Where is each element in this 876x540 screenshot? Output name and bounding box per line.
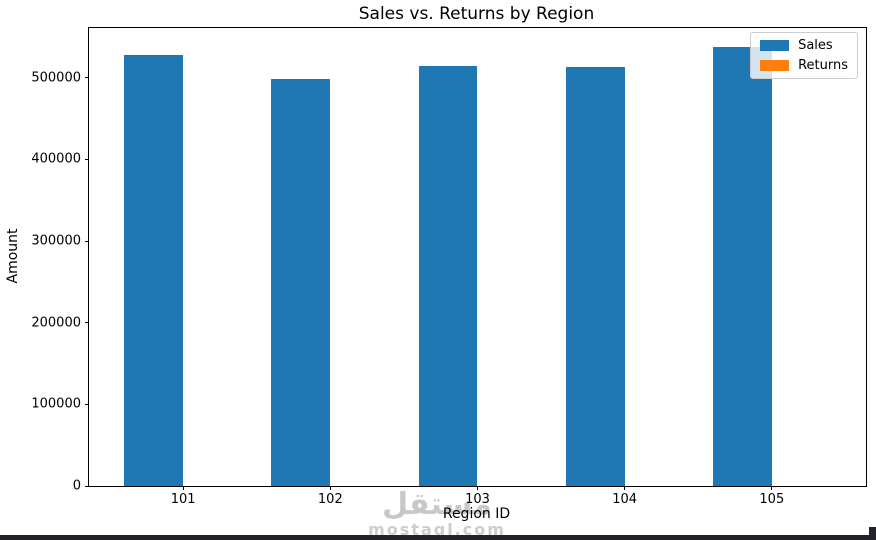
y-tick-mark	[85, 158, 89, 160]
y-tick-label: 100000	[31, 396, 81, 412]
y-tick-label: 300000	[31, 233, 81, 249]
x-tick-mark	[624, 486, 626, 490]
bar-sales-101	[124, 54, 184, 486]
chart-title: Sales vs. Returns by Region	[358, 4, 595, 24]
y-tick-mark	[85, 322, 89, 324]
x-tick-mark	[477, 486, 478, 490]
x-tick-mark	[182, 486, 184, 490]
plot-area: Sales Returns 0 100000 200000 300000 400000 50…	[31, 27, 867, 507]
legend-label-returns: Returns	[798, 58, 848, 73]
watermark-domain-text: mostaql.com	[368, 520, 506, 539]
y-tick-label: 400000	[31, 151, 81, 167]
x-tick-label: 101	[170, 492, 196, 507]
y-tick-mark	[85, 77, 89, 79]
bar-sales-102	[271, 78, 331, 486]
x-tick-label: 105	[759, 492, 785, 507]
legend: Sales Returns	[750, 32, 858, 79]
bar-sales-104	[565, 67, 625, 486]
x-tick-mark	[329, 486, 331, 490]
bar-sales-105	[712, 46, 772, 486]
y-tick-label: 200000	[31, 315, 81, 331]
watermark: ® مستقل mostaql.com	[368, 481, 506, 538]
legend-label-sales: Sales	[798, 38, 833, 53]
watermark-arabic-logo: مستقل	[382, 487, 492, 522]
bottom-right-corner-block	[869, 527, 876, 540]
legend-item-returns: Returns	[760, 59, 848, 72]
y-tick-label: 0	[72, 478, 81, 494]
y-tick-mark	[85, 485, 89, 487]
y-tick-label: 500000	[31, 70, 81, 86]
x-tick-label: 102	[317, 492, 343, 507]
legend-item-sales: Sales	[760, 39, 848, 52]
y-tick-mark	[85, 240, 89, 242]
x-tick-label: 103	[465, 492, 490, 507]
y-tick-mark	[85, 403, 89, 405]
legend-swatch-sales	[760, 40, 790, 51]
x-axis-label: Region ID	[442, 506, 511, 522]
x-tick-mark	[771, 486, 773, 490]
x-tick-label: 104	[612, 492, 638, 507]
bar-sales-103	[418, 66, 478, 486]
bottom-edge-bar	[0, 535, 876, 540]
legend-swatch-returns	[760, 60, 790, 71]
y-axis-label: Amount	[5, 228, 21, 284]
